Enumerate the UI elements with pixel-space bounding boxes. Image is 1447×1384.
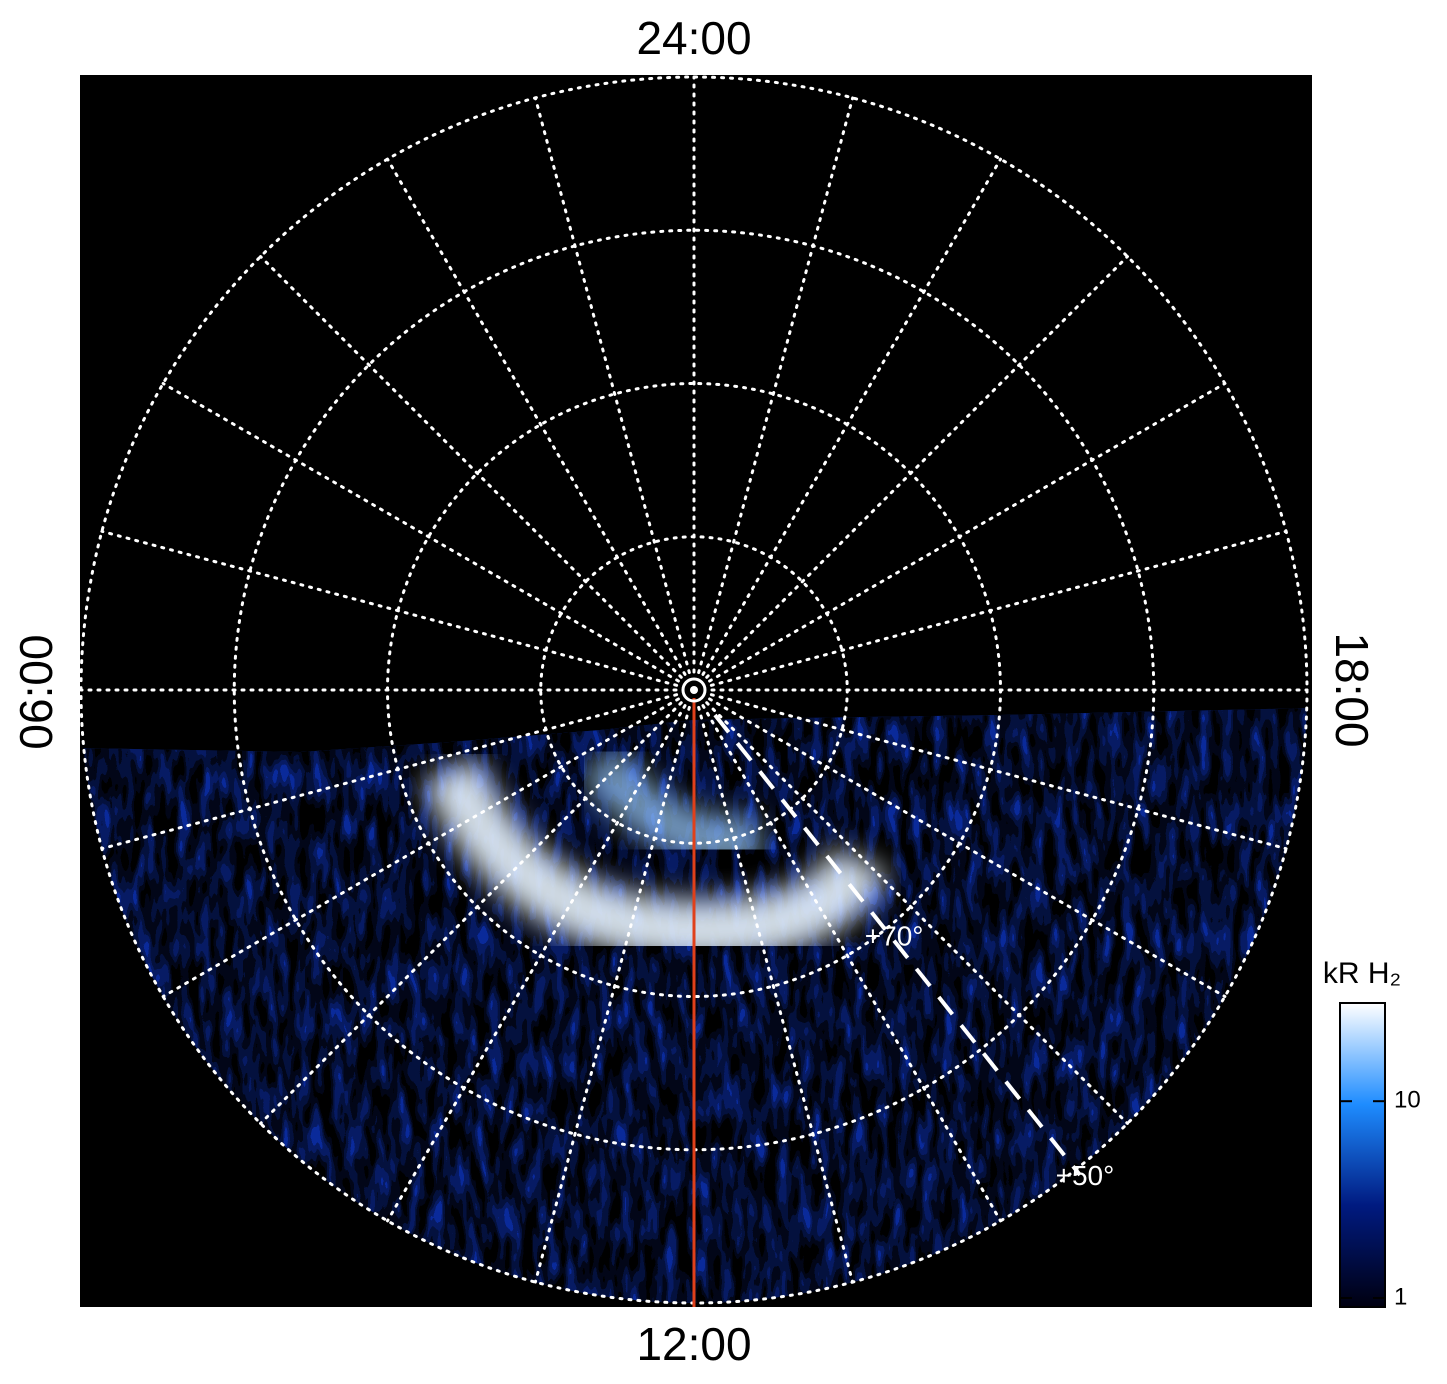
pole-marker bbox=[690, 686, 698, 694]
colorbar bbox=[1339, 1002, 1386, 1308]
meridian bbox=[100, 529, 679, 687]
meridian bbox=[701, 704, 1002, 1223]
colorbar-tick-label: 1 bbox=[1394, 1283, 1407, 1310]
meridian bbox=[161, 697, 680, 998]
latitude-label: +50° bbox=[1056, 1160, 1115, 1191]
local-time-label: 12:00 bbox=[636, 1318, 751, 1370]
meridian bbox=[709, 693, 1288, 851]
meridian bbox=[259, 255, 683, 679]
meridian bbox=[533, 705, 691, 1284]
meridian bbox=[386, 704, 687, 1223]
meridian bbox=[386, 157, 687, 676]
local-time-label: 18:00 bbox=[1326, 632, 1378, 747]
local-time-label: 24:00 bbox=[636, 12, 751, 64]
meridian bbox=[697, 96, 855, 675]
local-time-label: 06:00 bbox=[10, 634, 62, 749]
meridian bbox=[709, 529, 1288, 687]
meridian bbox=[705, 701, 1129, 1125]
colorbar-label: kR H₂ bbox=[1323, 957, 1401, 990]
latitude-label: +70° bbox=[865, 920, 924, 951]
meridian bbox=[701, 157, 1002, 676]
meridian bbox=[708, 382, 1227, 683]
meridian bbox=[697, 705, 855, 1284]
pole-marker bbox=[681, 677, 707, 703]
track-line bbox=[713, 713, 1082, 1177]
meridian bbox=[161, 382, 680, 683]
meridian bbox=[705, 255, 1129, 679]
colorbar-tick-label: 10 bbox=[1394, 1087, 1421, 1114]
meridian bbox=[708, 697, 1227, 998]
meridian bbox=[533, 96, 691, 675]
meridian bbox=[259, 701, 683, 1125]
meridian bbox=[100, 693, 679, 851]
